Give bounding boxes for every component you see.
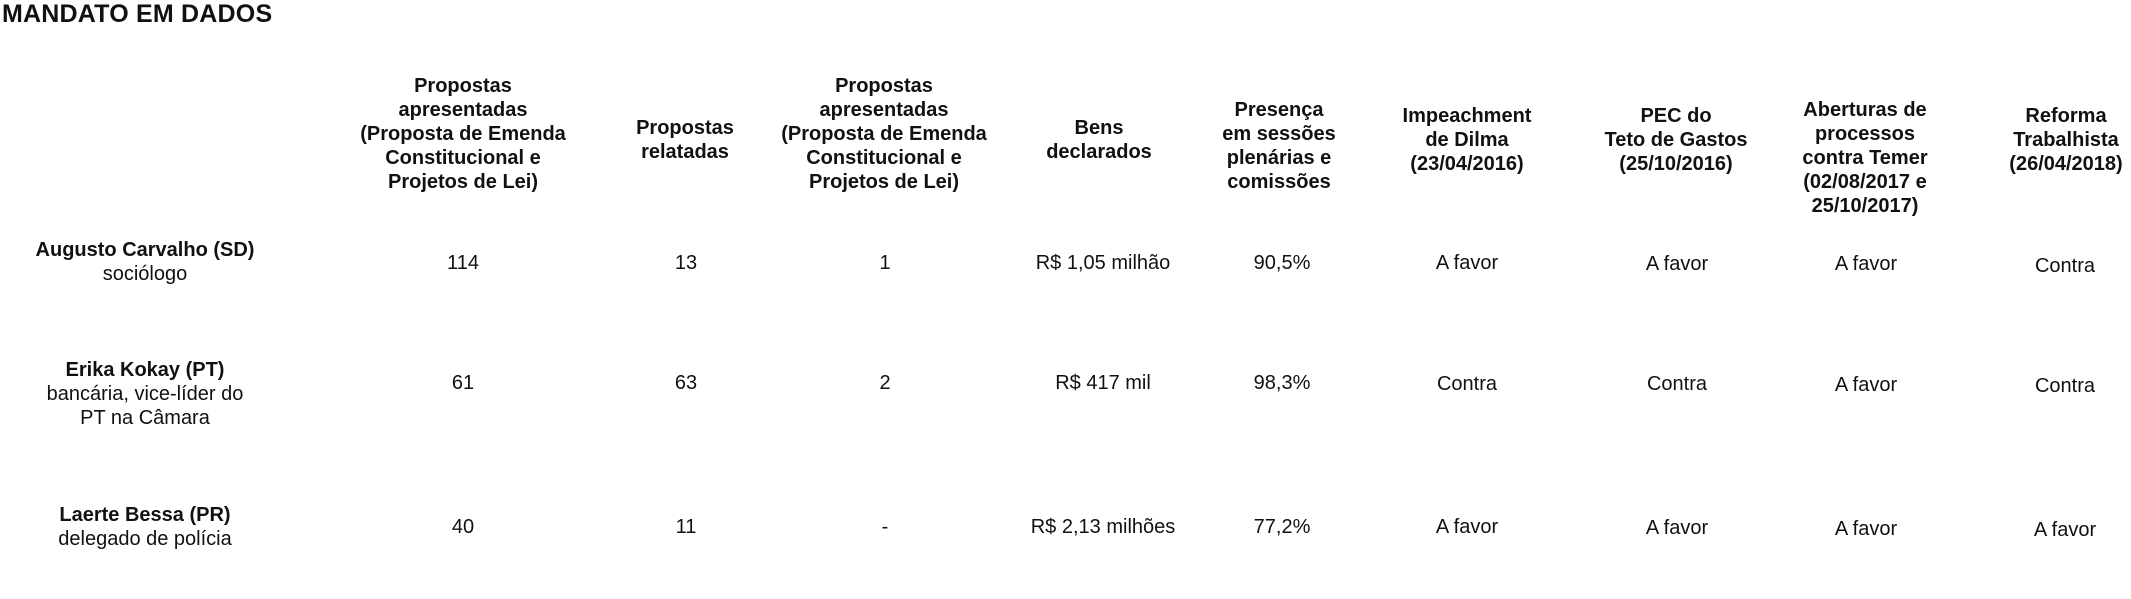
column-header-bens-declarados: Bens declarados [1046,116,1152,164]
politician-name: Augusto Carvalho (SD) [35,239,255,261]
column-header-propostas-apresentadas: Propostas apresentadas (Proposta de Emen… [360,74,566,194]
politician-role: delegado de polícia [58,528,232,550]
table-cell: R$ 417 mil [1055,372,1151,394]
table-cell: 98,3% [1253,372,1311,394]
column-header-processos-temer: Aberturas de processos contra Temer (02/… [1802,98,1927,218]
table-cell: 63 [674,372,698,394]
table-cell: 11 [675,516,697,538]
page-title: MANDATO EM DADOS [2,0,273,28]
politician-role: PT na Câmara [80,407,210,429]
politician-augusto-carvalho: Augusto Carvalho (SD) sociólogo [36,238,255,286]
table-cell: 114 [447,252,479,274]
header-line: processos [1814,123,1916,145]
header-line: 25/10/2017) [1811,195,1919,217]
table-cell: - [881,516,889,538]
table-cell: A favor [1834,518,1898,540]
politician-role: sociólogo [102,263,188,285]
table-cell: A favor [1645,253,1709,275]
header-line: Presença [1234,99,1324,121]
header-line: (25/10/2016) [1619,153,1733,175]
header-line: (Proposta de Emenda [360,123,566,145]
header-line: relatadas [641,141,729,163]
table-cell: R$ 2,13 milhões [1030,516,1176,538]
header-line: apresentadas [819,99,949,121]
header-line: Projetos de Lei) [808,171,960,193]
header-line: Aberturas de [1803,99,1927,121]
header-line: Propostas [835,75,933,97]
column-header-impeachment-dilma: Impeachment de Dilma (23/04/2016) [1403,104,1532,176]
politician-erika-kokay: Erika Kokay (PT) bancária, vice-líder do… [47,358,244,430]
header-line: Projetos de Lei) [387,171,539,193]
table-cell: Contra [1646,373,1708,395]
politician-name: Erika Kokay (PT) [65,359,225,381]
table-cell: 77,2% [1253,516,1311,538]
header-line: Propostas [414,75,512,97]
header-line: plenárias e [1226,147,1332,169]
header-line: Constitucional e [385,147,541,169]
table-cell: A favor [1435,252,1499,274]
header-line: Impeachment [1402,105,1532,127]
header-line: de Dilma [1425,129,1509,151]
table-cell: 40 [451,516,475,538]
table-cell: R$ 1,05 milhão [1035,252,1171,274]
header-line: Trabalhista [2013,129,2119,151]
header-line: Propostas [636,117,734,139]
header-line: (26/04/2018) [2009,153,2123,175]
header-line: (Proposta de Emenda [781,123,987,145]
politician-role: bancária, vice-líder do [46,383,244,405]
table-cell: Contra [1436,373,1498,395]
header-line: Teto de Gastos [1604,129,1748,151]
column-header-propostas-relatadas: Propostas relatadas [636,116,734,164]
table-cell: 2 [879,372,891,394]
header-line: comissões [1227,171,1331,193]
table-cell: A favor [1645,517,1709,539]
header-line: Reforma [2025,105,2107,127]
table-cell: 1 [879,252,891,274]
header-line: contra Temer [1802,147,1928,169]
table-cell: A favor [1834,374,1898,396]
table-cell: A favor [1834,253,1898,275]
header-line: PEC do [1640,105,1712,127]
column-header-pec-teto-gastos: PEC do Teto de Gastos (25/10/2016) [1605,104,1748,176]
header-line: Constitucional e [806,147,962,169]
header-line: (23/04/2016) [1410,153,1524,175]
politician-name: Laerte Bessa (PR) [59,504,231,526]
header-line: apresentadas [398,99,528,121]
table-cell: 90,5% [1253,252,1311,274]
header-line: Bens [1074,117,1124,139]
table-cell: Contra [2034,375,2096,397]
politician-laerte-bessa: Laerte Bessa (PR) delegado de polícia [58,503,231,551]
header-line: em sessões [1222,123,1336,145]
column-header-reforma-trabalhista: Reforma Trabalhista (26/04/2018) [2009,104,2122,176]
column-header-presenca: Presença em sessões plenárias e comissõe… [1222,98,1335,194]
header-line: declarados [1046,141,1152,163]
table-cell: A favor [2033,519,2097,541]
table-cell: A favor [1435,516,1499,538]
table-cell: 61 [451,372,475,394]
column-header-propostas-apresentadas-2: Propostas apresentadas (Proposta de Emen… [781,74,987,194]
table-cell: Contra [2034,255,2096,277]
table-cell: 13 [674,252,698,274]
header-line: (02/08/2017 e [1803,171,1927,193]
